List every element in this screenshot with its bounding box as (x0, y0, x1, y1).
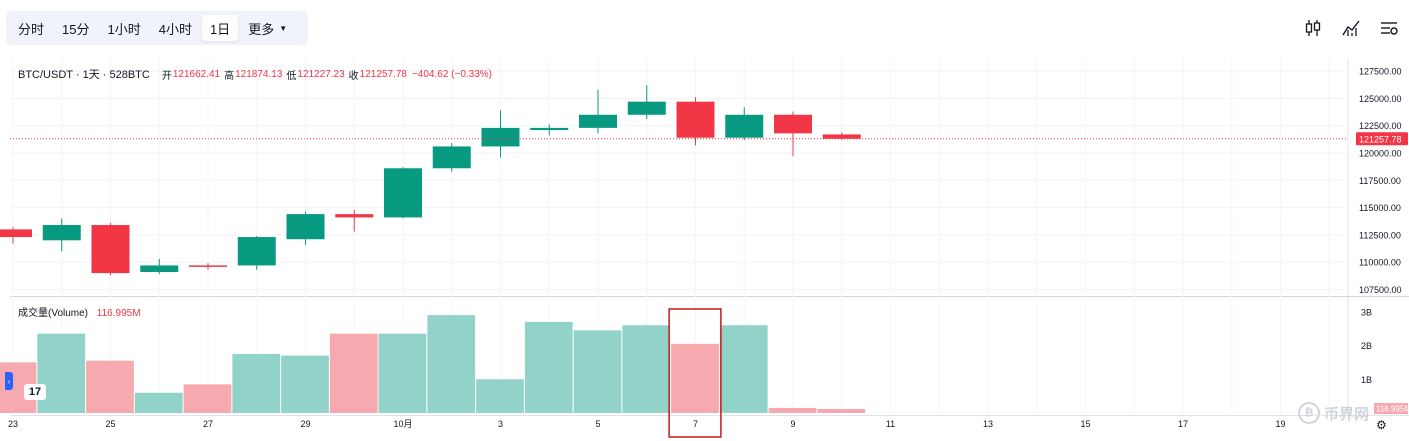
high-value: 121874.13 (235, 68, 283, 80)
time-tick-label: 5 (595, 419, 600, 429)
symbol-label: BTC/USDT · 1天 · 528BTC (18, 69, 150, 81)
volume-legend: 成交量(Volume) 116.995M (18, 304, 141, 319)
volume-bar (281, 355, 329, 413)
candle-body (432, 146, 471, 169)
time-tick-label: 11 (886, 419, 895, 429)
price-tick-label: 127500.00 (1359, 67, 1402, 77)
last-price-badge (1356, 132, 1408, 146)
open-label: 开 (161, 70, 172, 82)
volume-tick-label: 2B (1361, 341, 1372, 351)
volume-bar (378, 333, 427, 413)
volume-tick-label: 3B (1361, 307, 1372, 317)
price-tick-label: 120000.00 (1359, 148, 1402, 158)
volume-bar (719, 325, 768, 413)
candle-body (676, 101, 715, 138)
volume-bar (329, 333, 378, 413)
candle-body (140, 265, 179, 272)
candle-body (384, 168, 422, 218)
close-value: 121257.78 (359, 68, 407, 80)
time-tick-label: 29 (300, 419, 310, 429)
volume-badge (1374, 403, 1408, 414)
time-tick-label: 7 (693, 419, 698, 429)
volume-bar (476, 379, 524, 413)
caret-down-icon: ▼ (279, 23, 288, 33)
time-tick-label: 17 (1178, 419, 1188, 429)
tradingview-logo: 17 (24, 384, 46, 400)
ohlc-legend: BTC/USDT · 1天 · 528BTC 开 121662.41 高 12187… (18, 66, 492, 82)
candle-body (774, 114, 812, 134)
change-value: −404.62 (−0.33%) (411, 68, 493, 80)
price-tick-label: 122500.00 (1359, 121, 1402, 131)
candle-body (0, 229, 32, 238)
volume-label: 成交量(Volume) (18, 308, 89, 319)
price-tick-label: 125000.00 (1359, 94, 1402, 104)
time-tick-label: 15 (1080, 419, 1090, 429)
candle-body (627, 101, 666, 115)
chart-tools (1301, 16, 1401, 40)
more-label: 更多 (248, 21, 275, 37)
indicators-icon[interactable] (1339, 16, 1363, 40)
time-tick-label: 23 (8, 419, 18, 429)
volume-value: 116.995M (96, 308, 141, 319)
price-tick-label: 107500.00 (1359, 285, 1402, 295)
low-value: 121227.23 (297, 68, 345, 80)
candlestick-icon[interactable] (1301, 16, 1325, 40)
candle-body (237, 237, 276, 266)
timeframe-1d[interactable]: 1日 (201, 15, 239, 41)
close-label: 收 (348, 70, 359, 82)
volume-bar (671, 343, 719, 413)
volume-tick-label: 1B (1361, 375, 1372, 385)
time-tick-label: 3 (498, 419, 503, 429)
volume-bar (232, 353, 281, 413)
watermark-text: 币界网 (1324, 405, 1370, 423)
time-tick-label: 13 (983, 419, 993, 429)
volume-bar (427, 315, 476, 413)
time-tick-label: 19 (1275, 419, 1285, 429)
volume-bar (86, 360, 134, 413)
volume-bar (134, 392, 183, 413)
time-tick-label: 9 (790, 419, 795, 429)
gear-icon[interactable]: ⚙ (1376, 418, 1387, 432)
price-tick-label: 117500.00 (1359, 176, 1401, 186)
timeframe-tick[interactable]: 分时 (18, 21, 45, 37)
timeframe-4h[interactable]: 4小时 (158, 21, 192, 37)
timeframe-1h[interactable]: 1小时 (107, 21, 141, 37)
open-value: 121662.41 (172, 68, 221, 80)
volume-bar (37, 333, 86, 413)
candle-body (481, 127, 520, 147)
timeframe-toolbar: 分时 15分 1小时 4小时 1日 更多 ▼ (6, 11, 308, 45)
volume-bar (768, 407, 817, 413)
settings-list-icon[interactable] (1377, 16, 1401, 40)
volume-badge-text: 116.995M (1376, 405, 1409, 414)
candle-body (579, 114, 617, 128)
volume-bar (183, 384, 232, 413)
candle-body (822, 134, 861, 139)
more-timeframes-button[interactable]: 更多 ▼ (240, 15, 295, 41)
candle-body (91, 225, 130, 274)
timeframe-15m[interactable]: 15分 (62, 21, 90, 37)
highlight-box (668, 308, 722, 438)
price-tick-label: 112500.00 (1359, 230, 1401, 240)
high-label: 高 (224, 70, 235, 82)
candle-body (189, 265, 227, 267)
candle-body (335, 214, 374, 218)
last-price-badge-text: 121257.78 (1359, 134, 1402, 144)
time-tick-label: 27 (203, 419, 213, 429)
coin-logo-icon: ₿ (1298, 402, 1320, 424)
candle-body (42, 225, 81, 241)
candle-body (286, 214, 325, 240)
price-tick-label: 110000.00 (1359, 258, 1401, 268)
time-tick-label: 10月 (393, 419, 412, 429)
price-tick-label: 115000.00 (1359, 203, 1401, 213)
volume-bar (524, 321, 573, 413)
volume-bar (573, 330, 622, 413)
volume-bar (622, 325, 671, 413)
watermark: ₿ 币界网 (1298, 402, 1369, 424)
time-tick-label: 25 (105, 419, 115, 429)
expand-panel-tab[interactable]: › (5, 372, 13, 390)
candle-body (530, 127, 569, 131)
candle-body (725, 114, 764, 138)
volume-bar (817, 408, 866, 413)
low-label: 低 (286, 70, 297, 82)
